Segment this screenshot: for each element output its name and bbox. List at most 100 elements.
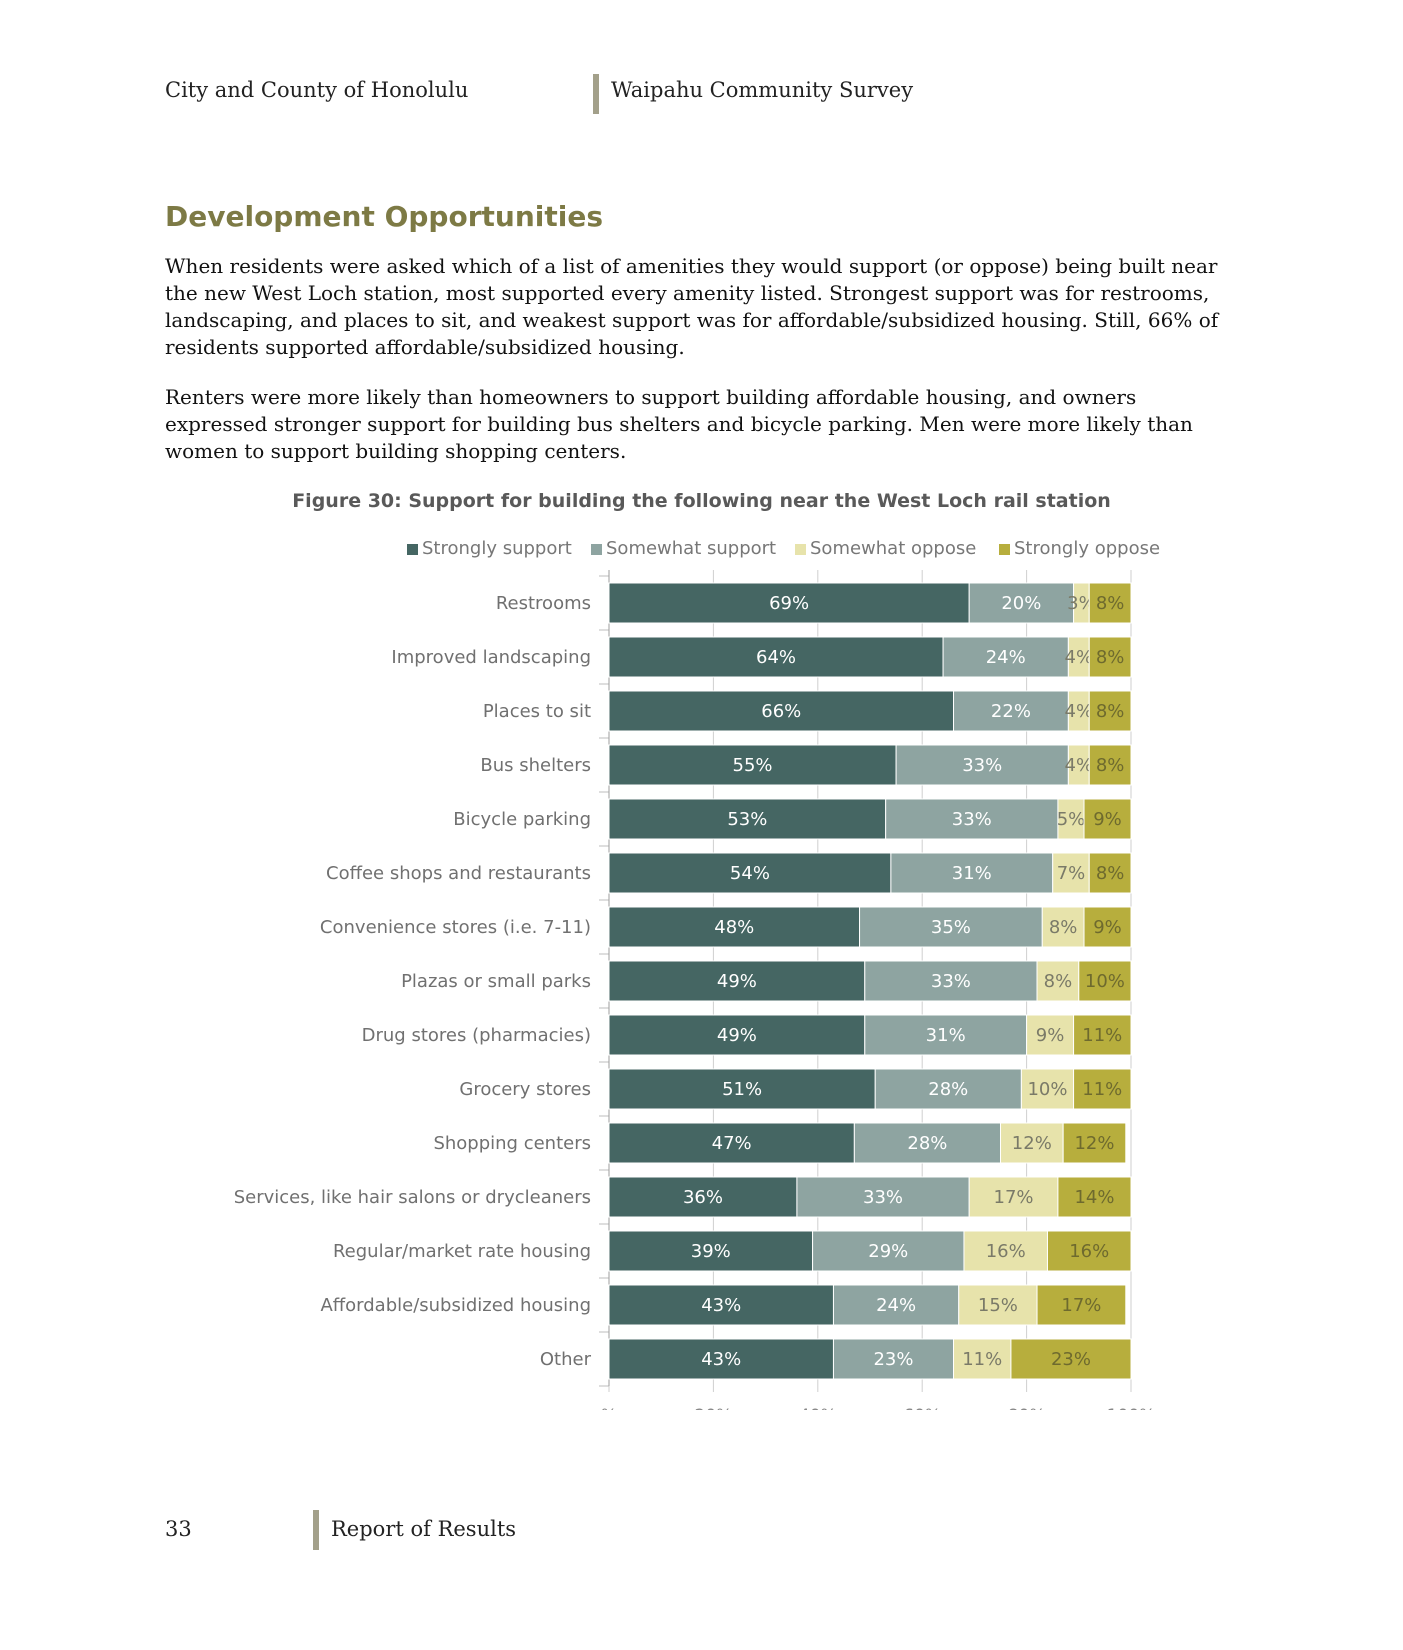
header-divider xyxy=(593,74,599,114)
bar-segment xyxy=(963,1230,1048,1272)
data-label: 48% xyxy=(714,917,754,938)
bar-segment xyxy=(608,1014,866,1056)
bar-segment xyxy=(942,636,1069,678)
x-tick-label: 100% xyxy=(1107,1406,1156,1410)
bar-segment xyxy=(1020,1068,1075,1110)
x-tick-label: 80% xyxy=(1008,1406,1046,1410)
data-label: 8% xyxy=(1096,863,1125,884)
category-label: Restrooms xyxy=(496,593,591,614)
category-label: Shopping centers xyxy=(433,1133,591,1154)
header-report-title: Waipahu Community Survey xyxy=(611,78,914,102)
data-label: 11% xyxy=(1082,1079,1122,1100)
data-label: 4% xyxy=(1065,647,1094,668)
data-label: 49% xyxy=(717,971,757,992)
data-label: 10% xyxy=(1085,971,1125,992)
bar-segment xyxy=(885,798,1059,840)
data-label: 8% xyxy=(1096,593,1125,614)
bar-segment xyxy=(1088,744,1132,786)
data-label: 3% xyxy=(1067,593,1096,614)
bar-segment xyxy=(608,852,892,894)
bar-segment xyxy=(1073,1068,1132,1110)
category-label: Bicycle parking xyxy=(453,809,591,830)
bar-segment xyxy=(832,1338,955,1380)
category-label: Plazas or small parks xyxy=(401,971,591,992)
data-label: 33% xyxy=(962,755,1002,776)
data-label: 8% xyxy=(1096,701,1125,722)
data-label: 69% xyxy=(769,593,809,614)
data-label: 24% xyxy=(986,647,1026,668)
bar-segment xyxy=(1088,852,1132,894)
data-label: 4% xyxy=(1065,755,1094,776)
data-label: 43% xyxy=(701,1349,741,1370)
x-tick-label: 20% xyxy=(695,1406,733,1410)
bar-segment xyxy=(1046,1230,1132,1272)
data-label: 17% xyxy=(1061,1295,1101,1316)
category-label: Improved landscaping xyxy=(391,647,591,668)
data-label: 53% xyxy=(727,809,767,830)
x-tick-label: % xyxy=(601,1406,617,1410)
legend-label: Strongly oppose xyxy=(1014,538,1160,559)
category-label: Other xyxy=(540,1349,592,1370)
data-label: 39% xyxy=(691,1241,731,1262)
legend-swatch xyxy=(407,544,418,555)
data-label: 7% xyxy=(1057,863,1086,884)
category-label: Services, like hair salons or drycleaner… xyxy=(234,1187,591,1208)
legend-swatch xyxy=(999,544,1010,555)
bar-segment xyxy=(608,960,866,1002)
bar-segment xyxy=(953,690,1069,732)
bar-segment xyxy=(874,1068,1022,1110)
bar-segment xyxy=(1057,798,1085,840)
data-label: 54% xyxy=(730,863,770,884)
findings-paragraph: Renters were more likely than homeowners… xyxy=(165,385,1193,463)
bar-segment xyxy=(1088,690,1132,732)
footer-divider xyxy=(313,1510,319,1550)
header-organization: City and County of Honolulu xyxy=(165,78,469,102)
data-label: 33% xyxy=(952,809,992,830)
legend-swatch xyxy=(591,544,602,555)
data-label: 15% xyxy=(978,1295,1018,1316)
x-tick-label: 40% xyxy=(799,1406,837,1410)
data-label: 33% xyxy=(931,971,971,992)
data-label: 16% xyxy=(986,1241,1026,1262)
data-label: 35% xyxy=(931,917,971,938)
data-label: 4% xyxy=(1065,701,1094,722)
data-label: 12% xyxy=(1074,1133,1114,1154)
x-tick-label: 60% xyxy=(903,1406,941,1410)
data-label: 12% xyxy=(1012,1133,1052,1154)
data-label: 5% xyxy=(1057,809,1086,830)
data-label: 16% xyxy=(1069,1241,1109,1262)
bar-segment xyxy=(1057,1176,1132,1218)
data-label: 51% xyxy=(722,1079,762,1100)
data-label: 43% xyxy=(701,1295,741,1316)
bar-segment xyxy=(1036,960,1080,1002)
data-label: 55% xyxy=(733,755,773,776)
bar-segment xyxy=(953,1338,1012,1380)
data-label: 64% xyxy=(756,647,796,668)
data-label: 31% xyxy=(926,1025,966,1046)
page-number: 33 xyxy=(165,1517,192,1541)
data-label: 11% xyxy=(1082,1025,1122,1046)
bar-segment xyxy=(608,582,970,624)
category-label: Convenience stores (i.e. 7-11) xyxy=(320,917,591,938)
data-label: 8% xyxy=(1044,971,1073,992)
data-label: 14% xyxy=(1074,1187,1114,1208)
data-label: 22% xyxy=(991,701,1031,722)
bar-segment xyxy=(1036,1284,1127,1326)
bar-segment xyxy=(968,582,1075,624)
stacked-bar-chart: Strongly support Somewhat support Somewhat… xyxy=(234,538,1160,1410)
intro-paragraph: When residents were asked which of a lis… xyxy=(165,254,1219,359)
category-label: Regular/market rate housing xyxy=(333,1241,591,1262)
data-label: 66% xyxy=(761,701,801,722)
bar-segment xyxy=(608,1230,814,1272)
data-label: 28% xyxy=(907,1133,947,1154)
category-label: Coffee shops and restaurants xyxy=(326,863,591,884)
bar-segment xyxy=(608,1338,834,1380)
bar-segment xyxy=(608,906,861,948)
data-label: 8% xyxy=(1049,917,1078,938)
bar-segment xyxy=(1088,636,1132,678)
bar-segment xyxy=(890,852,1054,894)
data-label: 9% xyxy=(1093,917,1122,938)
bar-segment xyxy=(608,1068,876,1110)
data-label: 33% xyxy=(863,1187,903,1208)
bar-segment xyxy=(958,1284,1038,1326)
